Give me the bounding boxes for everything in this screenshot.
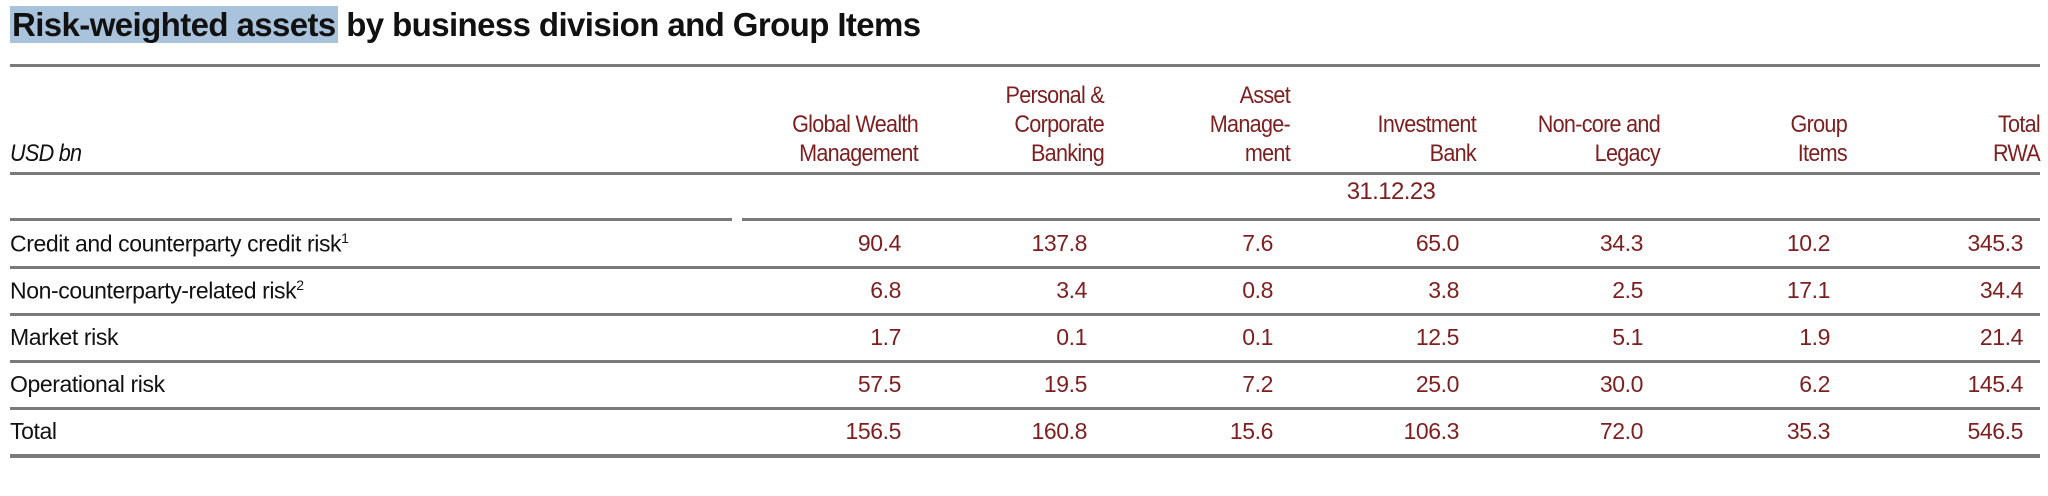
column-header-line: Personal & (1005, 82, 1105, 109)
column-header-line: RWA (1992, 140, 2041, 167)
table-cell: 25.0 (1415, 371, 1460, 397)
row-label-text: Total (10, 418, 57, 444)
column-header-line: Group (1790, 111, 1848, 138)
table-cell: 34.3 (1599, 230, 1644, 256)
column-header-line: Management (799, 140, 919, 167)
footnote-ref: 2 (296, 276, 304, 293)
date-rule-right (742, 218, 2040, 221)
table-cell: 3.4 (1056, 277, 1087, 303)
table-cell: 160.8 (1031, 418, 1087, 444)
table-cell: 6.8 (870, 277, 901, 303)
table-cell: 21.4 (1979, 324, 2024, 350)
row-label-text: Market risk (10, 324, 119, 350)
table-cell: 0.1 (1056, 324, 1087, 350)
table-cell: 106.3 (1403, 418, 1459, 444)
table-row: Total 156.5 160.8 15.6 106.3 72.0 35.3 546.5 (10, 408, 2040, 455)
table-cell: 12.5 (1415, 324, 1460, 350)
row-label: Total (10, 418, 742, 445)
row-label: Market risk (10, 324, 742, 351)
column-header: Personal & Corporate Banking (937, 81, 1105, 172)
table-row: Market risk 1.7 0.1 0.1 12.5 5.1 1.9 21.4 (10, 314, 2040, 361)
row-rule (10, 407, 2040, 410)
row-rule (10, 360, 2040, 363)
table-cell: 7.2 (1242, 371, 1273, 397)
column-header: Total RWA (1866, 110, 2041, 172)
table-cell: 19.5 (1043, 371, 1088, 397)
table-cell: 17.1 (1786, 277, 1831, 303)
table-title: Risk-weighted assets by business divisio… (10, 6, 921, 44)
table-row: Credit and counterparty credit risk1 90.4… (10, 220, 2040, 267)
column-header-line: Investment (1377, 111, 1477, 138)
table-cell: 345.3 (1967, 230, 2023, 256)
top-rule (10, 64, 2040, 67)
table-cell: 35.3 (1786, 418, 1831, 444)
column-header-line: Asset (1239, 82, 1291, 109)
table-cell: 1.7 (870, 324, 901, 350)
column-header-line: Global Wealth (792, 111, 919, 138)
column-header: Group Items (1679, 110, 1848, 172)
row-rule (10, 313, 2040, 316)
table-cell: 90.4 (857, 230, 902, 256)
table-cell: 65.0 (1415, 230, 1460, 256)
column-header-line: Total (1997, 111, 2041, 138)
table-row: Non-counterparty-related risk2 6.8 3.4 0.8 3… (10, 267, 2040, 314)
column-header: Asset Manage-ment (1123, 81, 1291, 172)
bottom-rule (10, 454, 2040, 458)
column-header: Global Wealth Management (760, 110, 919, 172)
table-cell: 30.0 (1599, 371, 1644, 397)
column-header: Investment Bank (1309, 110, 1477, 172)
table-cell: 0.8 (1242, 277, 1273, 303)
table-cell: 5.1 (1612, 324, 1643, 350)
row-rule (10, 266, 2040, 269)
table-cell: 72.0 (1599, 418, 1644, 444)
table-cell: 34.4 (1979, 277, 2024, 303)
header-row: USD bn Global Wealth Management Personal &… (10, 68, 2041, 172)
column-header-line: ment (1244, 140, 1291, 167)
table-cell: 1.9 (1799, 324, 1830, 350)
row-label: Operational risk (10, 371, 742, 398)
table-row: Operational risk 57.5 19.5 7.2 25.0 30.0 6.2 14… (10, 361, 2040, 408)
row-label-text: Credit and counterparty credit risk (10, 230, 342, 257)
table-cell: 137.8 (1031, 230, 1087, 256)
title-highlight: Risk-weighted assets (10, 6, 338, 43)
column-header-line: Legacy (1594, 140, 1661, 167)
row-label-text: Non-counterparty-related risk (10, 277, 297, 304)
table-cell: 57.5 (857, 371, 902, 397)
column-header-line: Bank (1429, 140, 1477, 167)
table-cell: 0.1 (1242, 324, 1273, 350)
column-header-line: Banking (1030, 140, 1105, 167)
row-label: Non-counterparty-related risk2 (10, 277, 742, 305)
column-header: Non-core and Legacy (1494, 110, 1661, 172)
table-cell: 15.6 (1229, 418, 1274, 444)
period-date: 31.12.23 (1346, 178, 1436, 205)
column-header-line: Non-core and (1537, 111, 1661, 138)
date-rule-left (10, 218, 732, 221)
row-label-text: Operational risk (10, 371, 165, 397)
footnote-ref: 1 (341, 229, 349, 246)
column-header-line: Manage- (1209, 111, 1291, 138)
column-header-line: Corporate (1014, 111, 1104, 138)
table-cell: 7.6 (1242, 230, 1273, 256)
unit-label: USD bn (10, 140, 82, 167)
table-cell: 156.5 (845, 418, 901, 444)
table-cell: 6.2 (1799, 371, 1830, 397)
header-rule (10, 172, 2040, 175)
row-label: Credit and counterparty credit risk1 (10, 230, 742, 258)
table-cell: 10.2 (1786, 230, 1831, 256)
title-rest: by business division and Group Items (337, 6, 921, 43)
table-cell: 3.8 (1428, 277, 1459, 303)
table-cell: 145.4 (1967, 371, 2023, 397)
table-cell: 2.5 (1612, 277, 1643, 303)
column-header-line: Items (1797, 140, 1848, 167)
table-cell: 546.5 (1967, 418, 2023, 444)
